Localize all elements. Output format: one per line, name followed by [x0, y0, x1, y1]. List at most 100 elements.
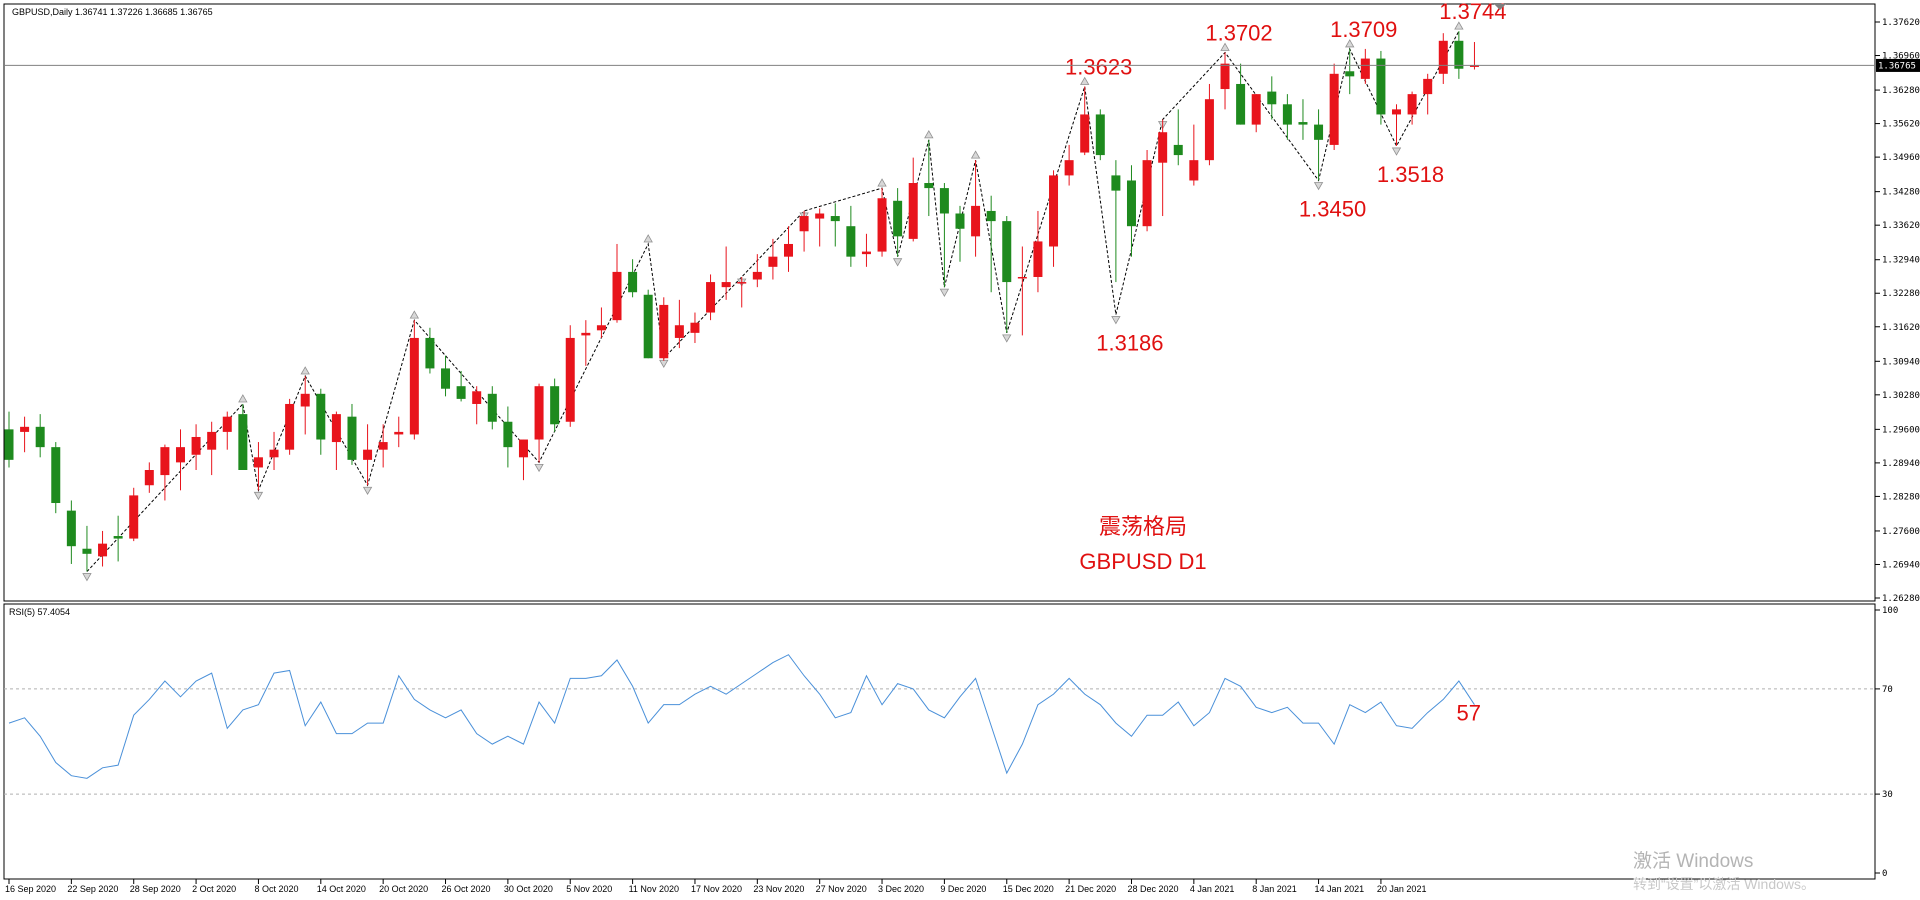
candle-body: [518, 439, 528, 458]
candle-body: [1080, 114, 1090, 153]
candle-body: [612, 271, 622, 321]
rsi-y-tick-label: 100: [1882, 606, 1898, 616]
x-tick-label: 26 Oct 2020: [442, 884, 491, 894]
candle-body: [674, 325, 684, 338]
candle-body: [784, 243, 793, 257]
candle-body: [706, 282, 716, 313]
zigzag-arrow-icon: [1313, 182, 1324, 191]
candle-body: [550, 386, 560, 425]
candle-body: [799, 216, 809, 232]
candle-body: [98, 543, 108, 557]
y-tick-label: 1.29600: [1882, 425, 1920, 435]
zigzag-arrow-icon: [362, 486, 373, 496]
candle-body: [1469, 65, 1479, 67]
candle-body: [472, 391, 482, 404]
x-axis: 16 Sep 2020 22 Sep 2020 28 Sep 2020 2 Oct 2…: [5, 879, 1426, 894]
candle-body: [1438, 40, 1448, 74]
candle-body: [1049, 175, 1059, 247]
candle-body: [144, 470, 154, 486]
y-tick-label: 1.26940: [1882, 560, 1920, 570]
main-y-axis: 1.37620 1.36960 1.36280 1.35620 1.34960 1.342…: [1875, 18, 1920, 604]
candle-body: [129, 495, 139, 539]
zigzag-arrow-icon: [1220, 42, 1230, 51]
candle-body: [1111, 175, 1121, 191]
pivot-label: 1.3744: [1439, 0, 1506, 24]
candle-body: [269, 449, 279, 458]
pivot-label: 1.3623: [1065, 55, 1132, 80]
y-tick-label: 1.30280: [1882, 391, 1920, 401]
zigzag-arrow-icon: [238, 394, 248, 403]
candle-body: [1314, 124, 1324, 140]
candle-body: [1345, 71, 1355, 77]
x-tick-label: 2 Oct 2020: [192, 884, 236, 894]
pivot-annotations: 1.3623 1.3702 1.3709 1.3744 1.3186 1.3450 1.35…: [1065, 0, 1506, 356]
candle-body: [175, 447, 185, 463]
pivot-label: 1.3186: [1096, 331, 1163, 356]
y-tick-label: 1.34960: [1882, 153, 1920, 163]
candle-body: [581, 332, 591, 336]
candle-body: [986, 210, 996, 222]
zigzag-arrow-icon: [1391, 147, 1402, 156]
candle-body: [222, 416, 232, 432]
main-panel-frame: [3, 3, 1876, 602]
x-tick-label: 17 Nov 2020: [691, 884, 742, 894]
candle-body: [347, 416, 357, 460]
x-tick-label: 22 Sep 2020: [67, 884, 118, 894]
candle-body: [51, 447, 61, 504]
zigzag-arrow-icon: [1080, 76, 1090, 85]
rsi-y-tick-label: 30: [1882, 790, 1893, 800]
candle-body: [1267, 91, 1277, 105]
candle-body: [4, 429, 14, 460]
zigzag-arrow-icon: [643, 234, 653, 243]
x-tick-label: 3 Dec 2020: [878, 884, 924, 894]
candle-body: [1376, 58, 1386, 115]
candle-body: [1392, 109, 1402, 115]
rsi-y-tick-label: 0: [1882, 869, 1887, 879]
x-tick-label: 20 Oct 2020: [379, 884, 428, 894]
candle-body: [1298, 122, 1308, 125]
candle-body: [66, 510, 76, 547]
zigzag-arrow-icon: [534, 463, 544, 473]
zigzag-arrow-icon: [82, 573, 92, 582]
candle-body: [1282, 104, 1292, 125]
candle-body: [253, 457, 263, 468]
zigzag-arrow-icon: [1454, 21, 1464, 30]
current-price-box: [1876, 58, 1920, 72]
candle-body: [82, 548, 92, 554]
candle-body: [534, 386, 544, 440]
rsi-path: [8, 654, 1475, 779]
candle-body: [487, 393, 497, 422]
candle-body: [1158, 132, 1168, 163]
pivot-label: 1.3709: [1330, 17, 1397, 42]
candle-body: [409, 337, 419, 435]
windows-watermark-line2: 转到“设置”以激活 Windows。: [1633, 876, 1815, 892]
candle-body: [113, 536, 123, 539]
y-tick-label: 1.32940: [1882, 256, 1920, 266]
x-tick-label: 14 Jan 2021: [1315, 884, 1365, 894]
pivot-label: 1.3702: [1205, 20, 1272, 45]
candle-body: [1407, 94, 1417, 115]
windows-watermark-line1: 激活 Windows: [1633, 850, 1753, 872]
zigzag-arrow-icon: [253, 491, 264, 501]
x-tick-label: 23 Nov 2020: [753, 884, 804, 894]
current-price-label: 1.36765: [1878, 61, 1916, 71]
scroll-marker-icon[interactable]: [1494, 4, 1506, 10]
pivot-label: 1.3450: [1299, 196, 1366, 221]
candle-body: [1204, 99, 1214, 161]
candle-body: [1002, 221, 1012, 283]
y-tick-label: 1.28940: [1882, 459, 1920, 469]
zigzag-arrow-icon: [892, 258, 903, 267]
pivot-label: 1.3518: [1377, 162, 1444, 187]
candle-body: [1189, 160, 1199, 181]
candle-body: [300, 393, 310, 407]
candle-body: [1251, 94, 1261, 125]
candle-body: [191, 436, 201, 455]
candle-body: [441, 368, 451, 389]
candle-body: [1360, 58, 1370, 79]
x-tick-label: 11 Nov 2020: [629, 884, 679, 894]
candle-body: [1220, 63, 1230, 90]
y-tick-label: 1.36960: [1882, 52, 1920, 62]
x-tick-label: 27 Nov 2020: [816, 884, 867, 894]
x-tick-label: 16 Sep 2020: [5, 884, 56, 894]
candle-body: [394, 431, 404, 435]
